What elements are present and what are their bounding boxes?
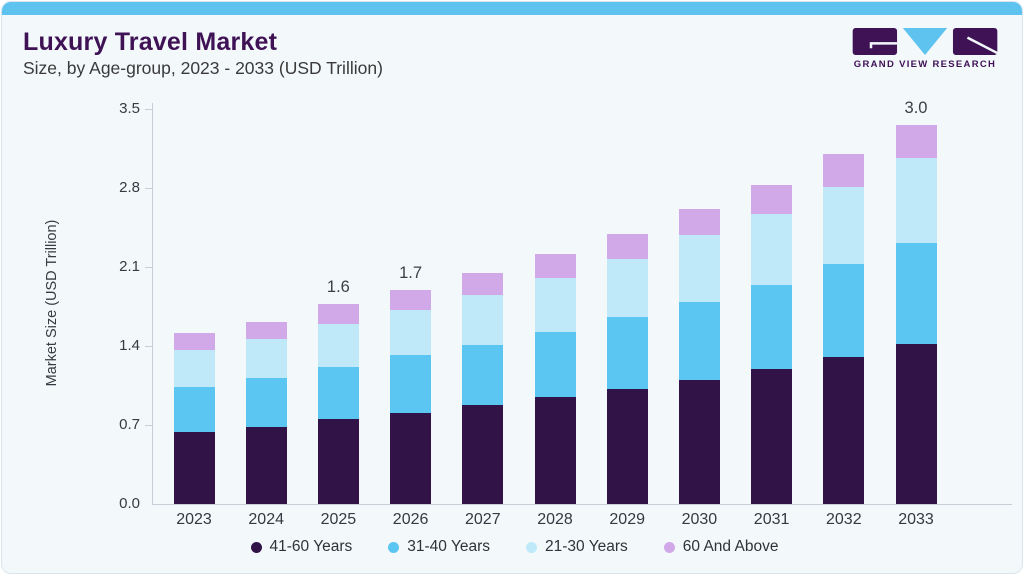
bar-segment-2030 bbox=[678, 380, 720, 504]
bar-segment-2024 bbox=[245, 321, 287, 339]
bar-segment-2025 bbox=[317, 304, 359, 324]
bar-segment-2033 bbox=[895, 157, 937, 243]
y-axis-line bbox=[152, 103, 153, 504]
bar-total-label-2033: 3.0 bbox=[904, 99, 928, 118]
bar-segment-2023 bbox=[173, 386, 215, 432]
legend-label: 60 And Above bbox=[682, 538, 779, 555]
bar-segment-2028 bbox=[534, 277, 576, 332]
x-tick-label-2032: 2032 bbox=[826, 511, 862, 528]
bar-total-label-2025: 1.6 bbox=[326, 278, 350, 296]
y-tick-mark bbox=[145, 109, 152, 110]
legend-dot-icon bbox=[250, 541, 262, 553]
bar-segment-2023 bbox=[173, 350, 215, 387]
bar-segment-2029 bbox=[606, 389, 648, 504]
bar-segment-2031 bbox=[751, 285, 793, 369]
bar-segment-2029 bbox=[606, 234, 648, 259]
x-tick-label-2024: 2024 bbox=[248, 511, 284, 528]
bar-segment-2028 bbox=[534, 396, 576, 504]
bar-segment-2027 bbox=[462, 295, 504, 346]
legend-dot-icon bbox=[526, 541, 538, 553]
y-tick-label: 2.1 bbox=[119, 258, 140, 275]
legend-item: 21-30 Years bbox=[526, 538, 628, 556]
y-tick-label: 0.7 bbox=[119, 416, 140, 433]
y-tick-label: 0.0 bbox=[119, 495, 140, 512]
legend-label: 41-60 Years bbox=[269, 538, 353, 555]
bar-segment-2029 bbox=[606, 259, 648, 317]
bar-segment-2028 bbox=[534, 331, 576, 397]
y-tick-label: 1.4 bbox=[119, 337, 140, 354]
bar-segment-2032 bbox=[823, 356, 865, 504]
bar-segment-2033 bbox=[895, 125, 937, 158]
legend-dot-icon bbox=[388, 541, 400, 553]
bar-segment-2023 bbox=[173, 332, 215, 351]
bar-segment-2027 bbox=[462, 272, 504, 296]
bar-segment-2024 bbox=[245, 377, 287, 427]
legend-label: 21-30 Years bbox=[545, 538, 628, 555]
bar-segment-2024 bbox=[245, 426, 287, 504]
y-tick-mark bbox=[145, 267, 152, 268]
legend-item: 31-40 Years bbox=[388, 538, 490, 556]
bar-segment-2030 bbox=[678, 301, 720, 381]
legend-item: 60 And Above bbox=[663, 538, 779, 556]
y-tick-label: 3.5 bbox=[119, 100, 140, 117]
x-tick-label-2027: 2027 bbox=[465, 511, 501, 528]
bar-segment-2030 bbox=[678, 209, 720, 236]
gvr-logo-icon bbox=[852, 28, 998, 55]
chart-legend: 41-60 Years 31-40 Years 21-30 Years 60 And … bbox=[2, 538, 1022, 556]
bar-segment-2027 bbox=[462, 405, 504, 504]
bar-segment-2026 bbox=[390, 310, 432, 356]
bar-segment-2032 bbox=[823, 264, 865, 357]
bar-total-label-2026: 1.7 bbox=[399, 264, 423, 283]
x-tick-label-2029: 2029 bbox=[609, 511, 645, 528]
x-tick-label-2023: 2023 bbox=[176, 511, 212, 528]
bar-segment-2031 bbox=[751, 214, 793, 286]
x-tick-label-2030: 2030 bbox=[681, 511, 718, 528]
x-tick-label-2028: 2028 bbox=[537, 511, 573, 528]
x-tick-label-2025: 2025 bbox=[320, 511, 357, 528]
page-title: Luxury Travel Market bbox=[23, 28, 278, 56]
bar-segment-2033 bbox=[895, 242, 937, 344]
legend-label: 31-40 Years bbox=[407, 538, 491, 555]
bar-segment-2026 bbox=[390, 412, 432, 504]
bar-segment-2029 bbox=[606, 316, 648, 389]
bar-segment-2023 bbox=[173, 431, 215, 504]
chart-subtitle: Size, by Age-group, 2023 - 2033 (USD Tri… bbox=[23, 58, 383, 78]
grand-view-research-logo: GRAND VIEW RESEARCH bbox=[852, 28, 998, 70]
bar-segment-2025 bbox=[317, 324, 359, 367]
x-axis-line bbox=[152, 504, 1012, 505]
bar-segment-2032 bbox=[823, 186, 865, 264]
bar-segment-2028 bbox=[534, 254, 576, 278]
bar-segment-2031 bbox=[751, 185, 793, 214]
legend-item: 41-60 Years bbox=[250, 538, 353, 556]
legend-dot-icon bbox=[663, 541, 675, 553]
y-tick-label: 2.8 bbox=[119, 179, 140, 196]
bar-segment-2024 bbox=[245, 339, 287, 378]
x-tick-label-2033: 2033 bbox=[898, 511, 934, 528]
y-tick-mark bbox=[145, 346, 152, 347]
y-axis-title: Market Size (USD Trillion) bbox=[44, 219, 60, 387]
bar-segment-2032 bbox=[823, 154, 865, 187]
bar-segment-2031 bbox=[751, 369, 793, 504]
y-tick-mark bbox=[145, 425, 152, 426]
card-accent-strip bbox=[2, 2, 1022, 15]
bar-segment-2025 bbox=[317, 366, 359, 419]
bar-segment-2025 bbox=[317, 419, 359, 504]
x-tick-label-2031: 2031 bbox=[753, 511, 790, 528]
bar-segment-2026 bbox=[390, 290, 432, 311]
bar-segment-2026 bbox=[390, 355, 432, 413]
y-tick-mark bbox=[145, 188, 152, 189]
bar-segment-2030 bbox=[678, 235, 720, 302]
brand-name: GRAND VIEW RESEARCH bbox=[853, 59, 997, 70]
x-tick-label-2026: 2026 bbox=[392, 511, 429, 528]
bar-segment-2027 bbox=[462, 345, 504, 406]
bar-segment-2033 bbox=[895, 344, 937, 504]
